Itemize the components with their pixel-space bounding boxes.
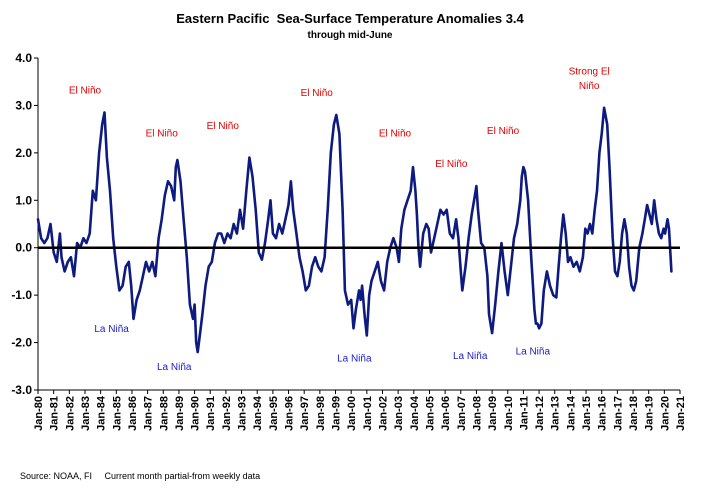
x-tick-label: Jan-21: [675, 396, 687, 431]
x-tick-label: Jan-08: [471, 396, 483, 431]
x-tick-label: Jan-90: [190, 396, 202, 431]
x-tick-label: Jan-92: [221, 396, 233, 431]
x-tick-label: Jan-97: [299, 396, 311, 431]
x-tick-label: Jan-96: [284, 396, 296, 431]
x-tick-label: Jan-20: [659, 396, 671, 431]
x-tick-label: Jan-03: [393, 396, 405, 431]
x-tick-label: Jan-17: [612, 396, 624, 431]
x-tick-label: Jan-89: [174, 396, 186, 431]
x-tick-label: Jan-14: [565, 395, 577, 431]
la-nina-annotation: La Niña: [94, 324, 129, 335]
x-tick-label: Jan-81: [49, 396, 61, 431]
la-nina-annotation: La Niña: [516, 346, 551, 357]
x-tick-label: Jan-98: [315, 396, 327, 431]
x-tick-label: Jan-93: [237, 396, 249, 431]
x-tick-label: Jan-99: [331, 396, 343, 431]
x-tick-label: Jan-12: [534, 396, 546, 431]
x-tick-label: Jan-94: [252, 395, 264, 431]
chart-subtitle: through mid-June: [308, 30, 393, 41]
x-tick-label: Jan-11: [518, 396, 530, 430]
anomaly-series-line: [36, 106, 673, 354]
el-nino-annotation: Niño: [579, 81, 600, 92]
x-tick-label: Jan-02: [377, 396, 389, 431]
y-tick-label: 4.0: [15, 51, 32, 65]
el-nino-annotation: El Niño: [301, 88, 334, 99]
x-tick-label: Jan-83: [80, 396, 92, 431]
el-nino-annotation: El Niño: [487, 126, 520, 137]
x-tick-label: Jan-15: [581, 396, 593, 431]
x-tick-label: Jan-86: [127, 396, 139, 431]
la-nina-annotation: La Niña: [157, 362, 192, 373]
x-tick-label: Jan-06: [440, 396, 452, 431]
x-tick-label: Jan-07: [456, 396, 468, 431]
x-tick-label: Jan-85: [111, 396, 123, 431]
y-tick-label: 0.0: [15, 241, 32, 255]
x-tick-label: Jan-16: [597, 396, 609, 431]
y-tick-label: -1.0: [11, 288, 32, 302]
x-tick-label: Jan-95: [268, 396, 280, 431]
x-tick-label: Jan-91: [205, 396, 217, 431]
x-tick-label: Jan-05: [424, 396, 436, 431]
x-tick-label: Jan-01: [362, 396, 374, 431]
el-nino-annotation: El Niño: [379, 128, 412, 139]
y-tick-label: 2.0: [15, 146, 32, 160]
el-nino-annotation: El Niño: [69, 86, 102, 97]
y-tick-label: 1.0: [15, 193, 32, 207]
x-tick-label: Jan-04: [409, 395, 421, 431]
el-nino-annotation: El Niño: [146, 128, 179, 139]
x-tick-label: Jan-13: [550, 396, 562, 431]
x-tick-label: Jan-88: [158, 396, 170, 431]
x-tick-label: Jan-87: [143, 396, 155, 431]
el-nino-annotation: El Niño: [207, 121, 240, 132]
x-tick-label: Jan-80: [33, 396, 45, 431]
x-tick-label: Jan-09: [487, 396, 499, 431]
x-tick-label: Jan-84: [96, 395, 108, 431]
chart-title: Eastern Pacific Sea-Surface Temperature …: [176, 11, 524, 26]
y-tick-label: 3.0: [15, 98, 32, 112]
el-nino-annotation: El Niño: [435, 159, 468, 170]
x-tick-label: Jan-19: [644, 396, 656, 431]
x-tick-label: Jan-82: [64, 396, 76, 431]
la-nina-annotation: La Niña: [453, 351, 488, 362]
x-tick-label: Jan-18: [628, 396, 640, 431]
x-tick-label: Jan-00: [346, 396, 358, 431]
y-tick-label: -2.0: [11, 336, 32, 350]
x-tick-label: Jan-10: [503, 396, 515, 431]
source-note: Source: NOAA, FI Current month partial-f…: [20, 471, 260, 481]
el-nino-annotation: Strong El: [569, 67, 610, 78]
y-tick-label: -3.0: [11, 383, 32, 397]
la-nina-annotation: La Niña: [337, 354, 372, 365]
